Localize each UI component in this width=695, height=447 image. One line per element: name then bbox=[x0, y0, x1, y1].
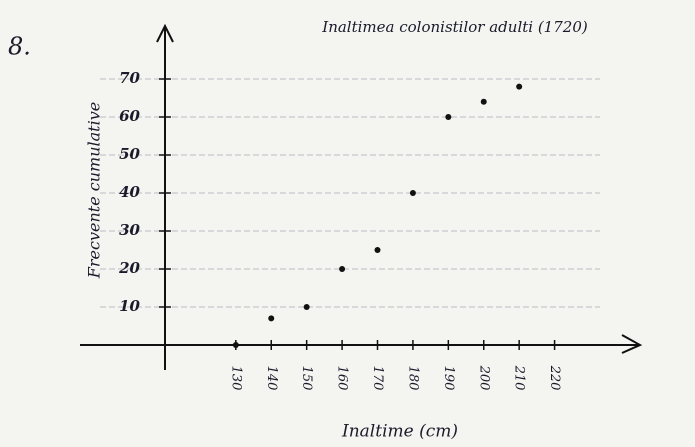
y-tick-label: 70 bbox=[119, 69, 140, 87]
y-tick-label: 50 bbox=[119, 145, 140, 163]
x-tick-label: 200 bbox=[476, 365, 491, 391]
x-tick-label: 210 bbox=[512, 365, 527, 391]
chart-title: Inaltimea colonistilor adulti (1720) bbox=[321, 18, 588, 36]
y-tick-label: 60 bbox=[119, 107, 140, 125]
exercise-number: 8. bbox=[8, 33, 31, 61]
data-point bbox=[516, 83, 523, 90]
x-tick-label: 190 bbox=[441, 366, 456, 391]
y-tick-label: 40 bbox=[119, 183, 140, 201]
x-tick-label: 150 bbox=[299, 366, 314, 391]
data-point bbox=[480, 98, 487, 105]
x-tick-label: 180 bbox=[405, 366, 420, 391]
data-point bbox=[339, 266, 346, 272]
x-tick-label: 130 bbox=[228, 366, 243, 391]
x-tick-label: 220 bbox=[547, 365, 562, 391]
data-point bbox=[303, 304, 310, 310]
y-tick-label: 20 bbox=[118, 259, 140, 277]
x-tick-label: 170 bbox=[370, 366, 385, 391]
data-point bbox=[445, 114, 452, 120]
y-axis-arrow bbox=[156, 23, 174, 43]
x-axis-label: Inaltime (cm) bbox=[341, 422, 458, 442]
data-point bbox=[232, 342, 239, 348]
y-tick-label: 30 bbox=[119, 221, 140, 239]
y-axis-label: Frecvente cumulative bbox=[85, 102, 104, 279]
x-axis-arrow bbox=[621, 334, 643, 354]
x-tick-label: 140 bbox=[264, 366, 279, 391]
data-point bbox=[374, 247, 381, 253]
data-point bbox=[268, 315, 275, 322]
x-tick-label: 160 bbox=[335, 366, 350, 391]
data-point bbox=[409, 190, 416, 196]
y-tick-label: 10 bbox=[119, 297, 140, 315]
